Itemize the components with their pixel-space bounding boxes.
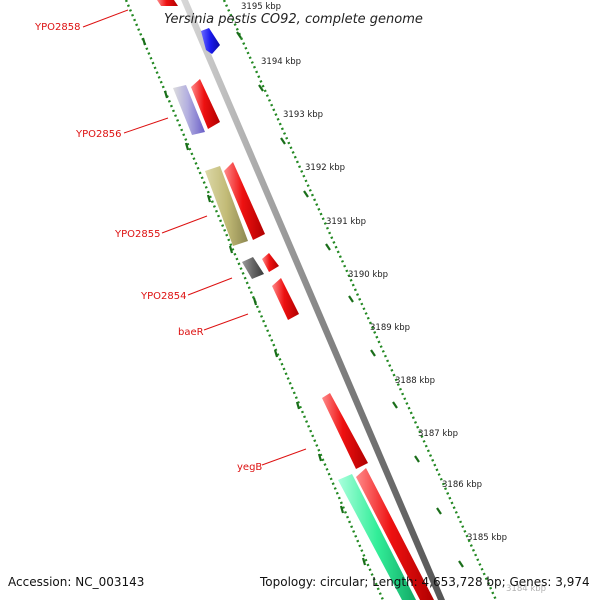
major-tick <box>458 560 464 568</box>
major-tick <box>348 295 354 303</box>
genome-backbone <box>181 0 445 600</box>
cds-olive-2855 <box>205 166 248 246</box>
major-tick <box>303 190 309 198</box>
gene-label: YPO2856 <box>75 129 121 140</box>
major-tick <box>414 455 420 463</box>
outer-ruler <box>222 0 498 600</box>
gene-label: yegB <box>237 462 262 473</box>
inner-tick <box>228 245 234 254</box>
major-tick <box>280 137 286 145</box>
scale-label: 3191 kbp <box>326 217 366 227</box>
cds-red-2856 <box>191 79 220 129</box>
cds-lavender <box>173 85 205 135</box>
map-title: Yersinia pestis CO92, complete genome <box>164 12 423 27</box>
scale-label: 3189 kbp <box>370 323 410 333</box>
gene-label: YPO2858 <box>34 22 80 33</box>
genome-summary-text: Topology: circular; Length: 4,653,728 bp… <box>259 575 590 589</box>
inner-tick <box>206 194 212 203</box>
leader-line <box>187 277 233 296</box>
inner-tick <box>163 90 169 99</box>
gene-label: YPO2854 <box>140 291 186 302</box>
leader-line <box>123 117 169 134</box>
accession-text: Accession: NC_003143 <box>8 575 144 589</box>
scale-label: 3192 kbp <box>305 163 345 173</box>
scale-label: 3190 kbp <box>348 270 388 280</box>
inner-tick <box>339 505 345 514</box>
leader-line <box>82 9 129 28</box>
gene-label: YPO2855 <box>114 229 160 240</box>
cds-red-2854 <box>262 253 279 272</box>
cds-top <box>157 0 178 6</box>
scale-label: 3184 kbp <box>506 584 546 594</box>
major-tick <box>258 84 264 92</box>
scale-label: 3185 kbp <box>467 533 507 543</box>
gene-labels: YPO2858 YPO2856 YPO2855 YPO2854 baeR yeg… <box>34 9 307 473</box>
major-tick <box>392 401 398 409</box>
cds-gray-2854 <box>242 257 264 279</box>
cds-red-long <box>356 468 434 600</box>
scale-label: 3193 kbp <box>283 110 323 120</box>
inner-tick <box>141 37 147 46</box>
major-tick <box>325 243 331 251</box>
inner-tick <box>273 349 279 358</box>
feature-track <box>157 0 434 600</box>
scale-label: 3188 kbp <box>395 376 435 386</box>
leader-line <box>161 215 208 234</box>
inner-tick <box>361 557 367 566</box>
scale-labels: 3195 kbp 3194 kbp 3193 kbp 3192 kbp 3191… <box>241 2 546 594</box>
leader-line <box>203 313 249 331</box>
major-tick <box>370 349 376 357</box>
gene-label: baeR <box>178 327 204 338</box>
inner-tick <box>252 297 258 306</box>
inner-tick <box>295 401 301 410</box>
cds-red-baer <box>272 278 299 320</box>
cds-blue <box>201 28 220 54</box>
scale-label: 3187 kbp <box>418 429 458 439</box>
inner-tick <box>317 453 323 462</box>
cds-red-2855 <box>224 162 265 240</box>
major-tick <box>236 31 242 39</box>
scale-label: 3186 kbp <box>442 480 482 490</box>
leader-line <box>261 448 307 466</box>
scale-label: 3195 kbp <box>241 2 281 12</box>
scale-label: 3194 kbp <box>261 57 301 67</box>
cds-red-yegb <box>322 393 368 469</box>
major-tick <box>436 507 442 515</box>
inner-tick <box>184 142 190 151</box>
cds-green <box>338 474 416 600</box>
ruler-ticks <box>141 31 464 568</box>
